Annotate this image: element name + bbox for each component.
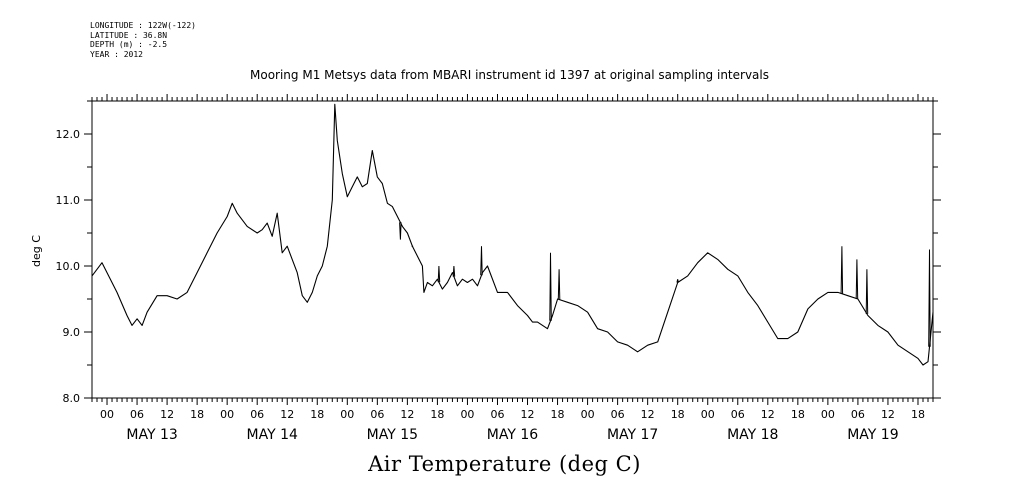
temperature-spike bbox=[480, 246, 483, 276]
y-tick-label: 11.0 bbox=[56, 194, 81, 207]
temperature-spike bbox=[928, 249, 931, 347]
x-hour-label: 00 bbox=[821, 408, 835, 421]
x-hour-label: 12 bbox=[521, 408, 535, 421]
plot-frame bbox=[91, 100, 934, 399]
x-hour-label: 12 bbox=[881, 408, 895, 421]
x-hour-label: 00 bbox=[340, 408, 354, 421]
x-day-label: MAY 18 bbox=[727, 427, 778, 443]
x-hour-label: 12 bbox=[280, 408, 294, 421]
x-hour-label: 06 bbox=[611, 408, 625, 421]
depth-text: DEPTH (m) : -2.5 bbox=[90, 40, 168, 49]
x-hour-label: 12 bbox=[160, 408, 174, 421]
temperature-spike bbox=[557, 269, 561, 300]
x-day-label: MAY 15 bbox=[367, 427, 418, 443]
x-hour-label: 00 bbox=[701, 408, 715, 421]
x-hour-label: 18 bbox=[791, 408, 805, 421]
longitude-text: LONGITUDE : 122W(-122) bbox=[90, 21, 196, 30]
x-hour-label: 12 bbox=[641, 408, 655, 421]
metadata-block: LONGITUDE : 122W(-122) LATITUDE : 36.8N … bbox=[90, 21, 196, 59]
temperature-line bbox=[91, 103, 934, 366]
x-hour-label: 18 bbox=[551, 408, 565, 421]
x-hour-label: 06 bbox=[490, 408, 504, 421]
temperature-spike bbox=[855, 259, 859, 299]
x-hour-label: 18 bbox=[671, 408, 685, 421]
temperature-spike bbox=[865, 269, 869, 314]
temperature-spike bbox=[840, 246, 844, 294]
x-hour-label: 18 bbox=[430, 408, 444, 421]
x-hour-label: 00 bbox=[220, 408, 234, 421]
x-day-label: MAY 13 bbox=[126, 427, 177, 443]
latitude-text: LATITUDE : 36.8N bbox=[90, 30, 168, 40]
x-hour-label: 18 bbox=[190, 408, 204, 421]
temperature-spike bbox=[437, 265, 441, 283]
x-hour-label: 00 bbox=[460, 408, 474, 421]
year-text: YEAR : 2012 bbox=[90, 49, 143, 59]
x-hour-label: 06 bbox=[250, 408, 264, 421]
x-hour-label: 06 bbox=[731, 408, 745, 421]
x-hour-label: 06 bbox=[851, 408, 865, 421]
x-hour-label: 00 bbox=[581, 408, 595, 421]
x-axis-caption: Air Temperature (deg C) bbox=[368, 452, 641, 476]
y-axis-label: deg C bbox=[30, 235, 43, 267]
x-hour-label: 12 bbox=[400, 408, 414, 421]
y-tick-label: 12.0 bbox=[56, 128, 81, 141]
y-tick-label: 8.0 bbox=[63, 392, 81, 405]
temperature-spike bbox=[452, 265, 456, 277]
chart-title: Mooring M1 Metsys data from MBARI instru… bbox=[250, 68, 769, 82]
x-hour-label: 00 bbox=[100, 408, 114, 421]
x-hour-label: 18 bbox=[911, 408, 925, 421]
y-tick-label: 10.0 bbox=[56, 260, 81, 273]
x-hour-label: 12 bbox=[761, 408, 775, 421]
x-day-label: MAY 14 bbox=[247, 427, 298, 443]
x-day-label: MAY 19 bbox=[847, 427, 898, 443]
temperature-spike bbox=[399, 222, 402, 240]
y-tick-label: 9.0 bbox=[63, 326, 81, 339]
x-day-label: MAY 16 bbox=[487, 427, 538, 443]
x-hour-label: 06 bbox=[130, 408, 144, 421]
x-hour-label: 18 bbox=[310, 408, 324, 421]
x-day-label: MAY 17 bbox=[607, 427, 658, 443]
temperature-spike bbox=[676, 279, 679, 283]
x-hour-label: 06 bbox=[370, 408, 384, 421]
temperature-spike bbox=[549, 252, 552, 321]
